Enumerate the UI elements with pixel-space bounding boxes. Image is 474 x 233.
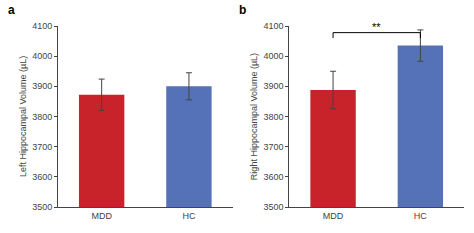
svg-text:4000: 4000 [32, 51, 52, 61]
svg-text:Left Hippocampal Volume (µL): Left Hippocampal Volume (µL) [18, 56, 28, 177]
svg-text:3900: 3900 [264, 81, 284, 91]
svg-text:Right Hippocampal Volume (µL): Right Hippocampal Volume (µL) [249, 53, 259, 180]
svg-text:3600: 3600 [264, 172, 284, 182]
svg-text:3700: 3700 [264, 142, 284, 152]
svg-text:4100: 4100 [264, 21, 284, 31]
svg-text:4000: 4000 [264, 51, 284, 61]
svg-text:**: ** [372, 21, 381, 33]
svg-text:3900: 3900 [32, 81, 52, 91]
svg-text:3800: 3800 [32, 112, 52, 122]
svg-text:3500: 3500 [32, 202, 52, 212]
svg-text:HC: HC [182, 211, 195, 221]
svg-text:3700: 3700 [32, 142, 52, 152]
svg-text:b: b [239, 3, 246, 17]
svg-text:HC: HC [414, 211, 427, 221]
svg-text:4100: 4100 [32, 21, 52, 31]
svg-text:a: a [8, 3, 15, 17]
svg-text:3600: 3600 [32, 172, 52, 182]
svg-text:MDD: MDD [323, 211, 344, 221]
svg-text:MDD: MDD [91, 211, 112, 221]
svg-text:3800: 3800 [264, 112, 284, 122]
svg-text:3500: 3500 [264, 202, 284, 212]
